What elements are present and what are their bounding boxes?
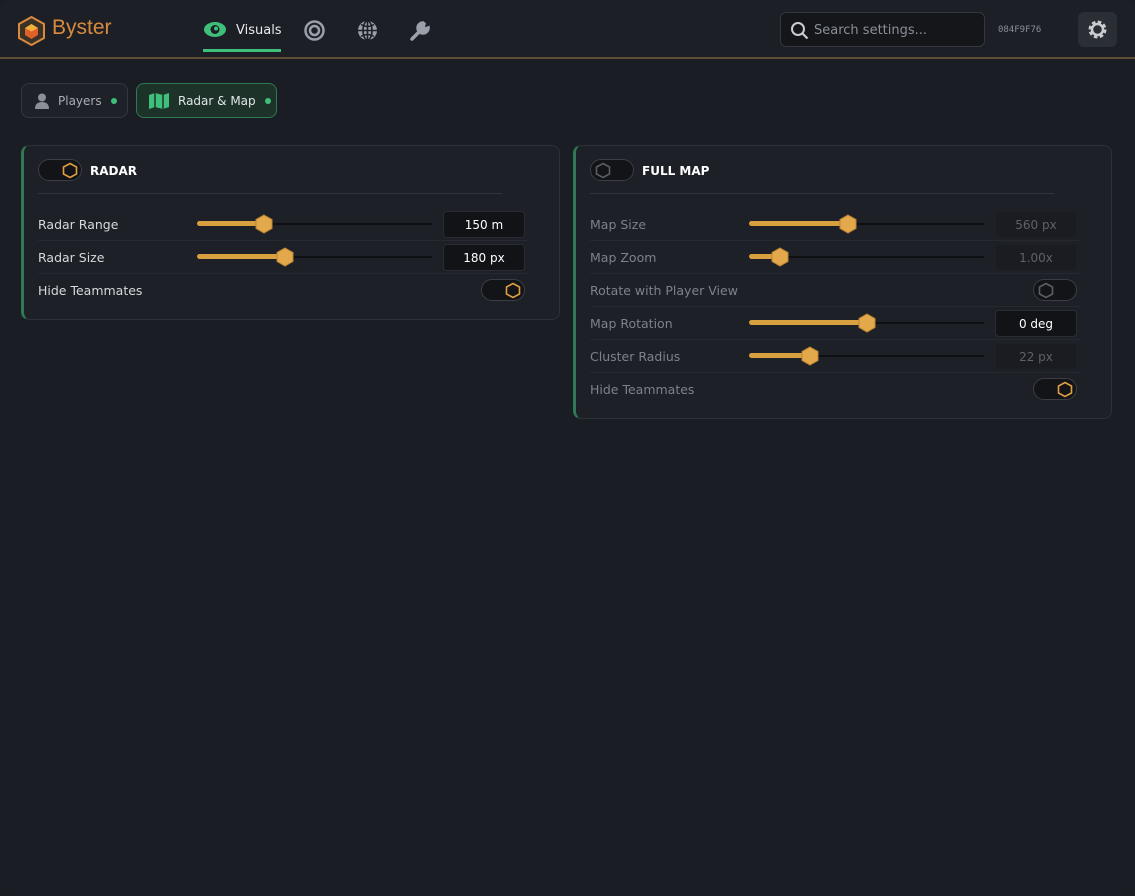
setting-row: Cluster Radius 22 px (590, 340, 1080, 373)
setting-row: Rotate with Player View (590, 274, 1080, 307)
session-id: 084F9F76 (998, 25, 1042, 35)
tab[interactable]: Radar & Map (136, 83, 277, 118)
toggle-knob (505, 282, 521, 299)
setting-label: Hide Teammates (38, 283, 143, 298)
slider-fill (749, 353, 811, 358)
panel-title: RADAR (90, 164, 138, 178)
tab[interactable]: Players (21, 83, 128, 118)
settings-button[interactable] (1078, 12, 1117, 47)
separator (38, 193, 502, 194)
toggle[interactable] (38, 159, 82, 181)
toggle[interactable] (1033, 378, 1077, 400)
gear-icon (1088, 20, 1107, 39)
setting-label: Map Size (590, 217, 647, 232)
slider-thumb (255, 214, 273, 234)
status-dot (264, 97, 271, 104)
map-icon (149, 92, 169, 109)
toggle-knob (595, 162, 611, 179)
toggle-knob (62, 162, 78, 179)
slider-thumb (801, 346, 819, 366)
panel-title: FULL MAP (642, 164, 710, 178)
setting-row: Hide Teammates (590, 373, 1080, 406)
setting-label: Cluster Radius (590, 349, 681, 364)
user-icon (35, 93, 49, 109)
setting-label: Radar Size (38, 250, 105, 265)
search-placeholder: Search settings... (814, 23, 928, 38)
search-icon (791, 22, 809, 40)
slider-thumb (858, 313, 875, 333)
tab-label: Radar & Map (178, 93, 256, 108)
brand: Byster (52, 16, 112, 39)
slider-fill (749, 221, 848, 226)
search-box[interactable]: Search settings... (780, 12, 985, 47)
toggle[interactable] (1033, 279, 1077, 301)
status-dot (110, 97, 117, 104)
value-box[interactable]: 150 m (443, 211, 525, 238)
slider-thumb (276, 247, 294, 267)
slider[interactable] (749, 346, 984, 366)
slider-thumb (839, 214, 857, 234)
slider-fill (197, 221, 264, 226)
setting-row: Map Size 560 px (590, 208, 1080, 241)
value-box[interactable]: 1.00x (995, 244, 1077, 271)
setting-row: Hide Teammates (38, 274, 528, 307)
setting-label: Radar Range (38, 217, 119, 232)
tab-label: Players (58, 93, 102, 108)
nav-tab[interactable]: Visuals (203, 14, 282, 52)
slider-fill (749, 254, 780, 259)
globe-icon[interactable] (357, 20, 378, 41)
toggle-knob (1057, 381, 1073, 398)
value-box[interactable]: 180 px (443, 244, 525, 271)
nav-label: Visuals (236, 23, 282, 38)
setting-label: Map Rotation (590, 316, 673, 331)
value-box[interactable]: 0 deg (995, 310, 1077, 337)
setting-row: Map Zoom 1.00x (590, 241, 1080, 274)
setting-row: Radar Size 180 px (38, 241, 528, 274)
setting-label: Rotate with Player View (590, 283, 738, 298)
setting-row: Radar Range 150 m (38, 208, 528, 241)
slider[interactable] (197, 214, 432, 234)
wrench-icon[interactable] (409, 20, 431, 42)
panel: RADAR Radar Range 150 m Radar Size 180 p… (21, 145, 560, 320)
panel: FULL MAP Map Size 560 px Map Zoom 1.00x … (573, 145, 1112, 419)
setting-label: Map Zoom (590, 250, 657, 265)
slider[interactable] (197, 247, 432, 267)
slider-thumb (771, 247, 789, 267)
target-icon[interactable] (304, 20, 325, 41)
header: Byster Visuals Search settings... 084F9F… (0, 0, 1135, 59)
slider[interactable] (749, 247, 984, 267)
slider-fill (749, 320, 867, 325)
separator (590, 193, 1054, 194)
slider-fill (197, 254, 285, 259)
slider[interactable] (749, 313, 984, 333)
setting-label: Hide Teammates (590, 382, 695, 397)
value-box[interactable]: 560 px (995, 211, 1077, 238)
setting-row: Map Rotation 0 deg (590, 307, 1080, 340)
toggle[interactable] (481, 279, 525, 301)
logo (18, 16, 45, 46)
toggle[interactable] (590, 159, 634, 181)
eye-icon (204, 22, 226, 37)
toggle-knob (1038, 282, 1054, 299)
value-box[interactable]: 22 px (995, 343, 1077, 370)
slider[interactable] (749, 214, 984, 234)
